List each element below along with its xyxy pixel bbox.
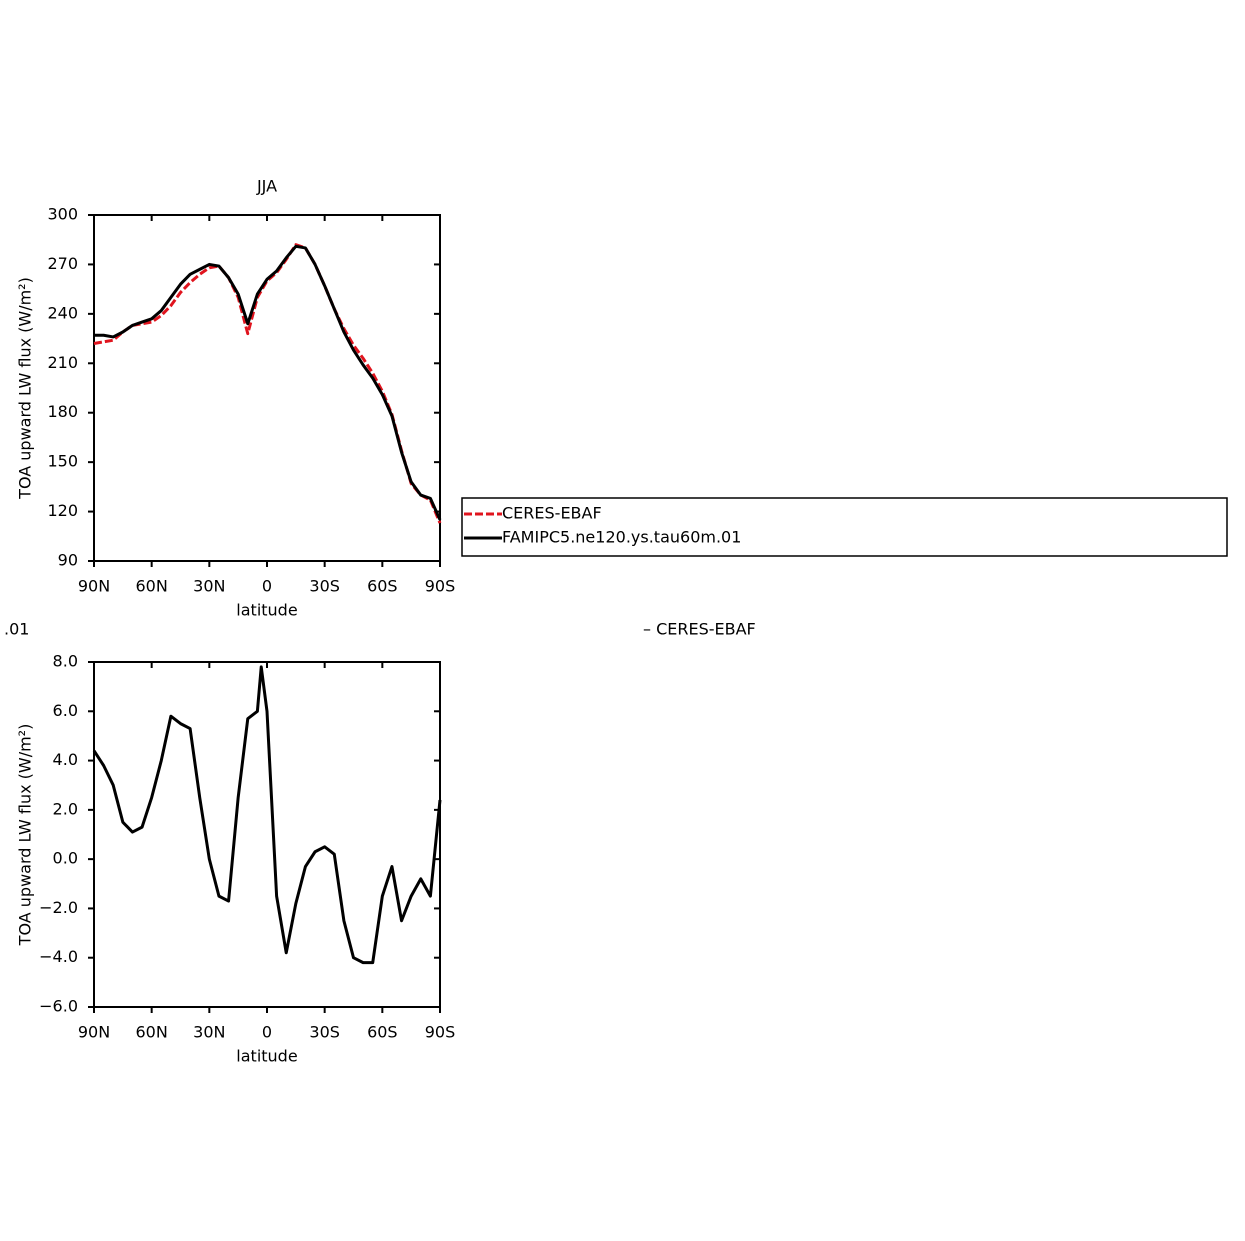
y-tick-label: 300: [47, 205, 78, 224]
y-tick-label: 240: [47, 303, 78, 322]
legend-box: [461, 497, 1228, 557]
y-tick-label: 210: [47, 353, 78, 372]
x-tick-label: 30S: [309, 577, 340, 596]
x-tick-label: 90N: [78, 577, 110, 596]
x-axis-label: latitude: [236, 601, 297, 620]
y-tick-label: 270: [47, 254, 78, 273]
x-tick-label: 90S: [425, 577, 456, 596]
y-tick-label: −6.0: [39, 997, 78, 1016]
y-tick-label: 180: [47, 402, 78, 421]
x-tick-label: 0: [262, 1023, 272, 1042]
x-tick-label: 30N: [193, 1023, 225, 1042]
x-axis-label: latitude: [236, 1047, 297, 1066]
x-tick-label: 90N: [78, 1023, 110, 1042]
plot-frame: [93, 214, 441, 562]
y-tick-label: 120: [47, 501, 78, 520]
x-tick-label: 90S: [425, 1023, 456, 1042]
y-tick-label: 6.0: [53, 701, 78, 720]
y-tick-label: −2.0: [39, 898, 78, 917]
x-tick-label: 60N: [136, 577, 168, 596]
y-axis-label: TOA upward LW flux (W/m²): [16, 724, 35, 947]
x-tick-label: 30S: [309, 1023, 340, 1042]
legend-label: FAMIPC5.ne120.ys.tau60m.01: [502, 528, 741, 547]
y-tick-label: −4.0: [39, 947, 78, 966]
y-tick-label: 90: [58, 551, 78, 570]
series-line: [92, 665, 442, 965]
x-tick-label: 60S: [367, 577, 398, 596]
x-tick-label: 30N: [193, 577, 225, 596]
chart-title: – CERES-EBAF: [643, 620, 756, 639]
y-tick-label: 8.0: [53, 652, 78, 671]
y-tick-label: 2.0: [53, 799, 78, 818]
x-tick-label: 0: [262, 577, 272, 596]
x-tick-label: 60S: [367, 1023, 398, 1042]
y-tick-label: 150: [47, 452, 78, 471]
y-tick-label: 4.0: [53, 750, 78, 769]
y-tick-label: 0.0: [53, 849, 78, 868]
series-line: [94, 244, 442, 521]
legend-label: CERES-EBAF: [502, 504, 602, 523]
chart-title: JJA: [256, 177, 277, 196]
y-axis-label: TOA upward LW flux (W/m²): [16, 277, 35, 500]
series-line: [93, 243, 442, 524]
chart-title: .01: [4, 620, 29, 639]
x-tick-label: 60N: [136, 1023, 168, 1042]
